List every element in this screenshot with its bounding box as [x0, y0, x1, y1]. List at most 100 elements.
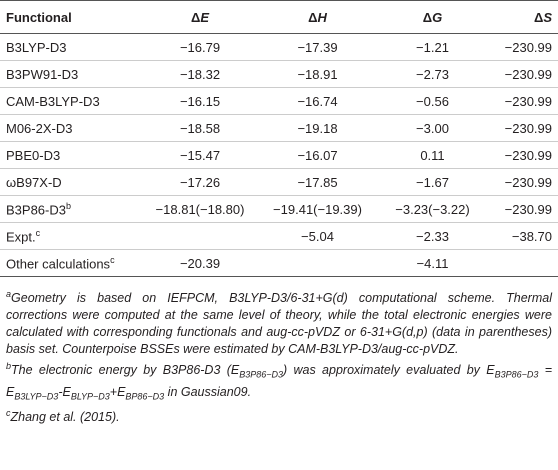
value-cell: −1.67 — [380, 169, 485, 196]
table-body: B3LYP-D3 −16.79 −17.39 −1.21 −230.99 B3PW91-D… — [0, 34, 558, 277]
row-label-text: M06-2X-D3 — [6, 120, 73, 136]
value-cell — [145, 223, 255, 250]
subscript: BP86−D3 — [125, 391, 165, 402]
subscript: BLYP−D3 — [70, 391, 110, 402]
value-cell: −18.81(−18.80) — [145, 196, 255, 223]
header-cell: ΔE — [145, 1, 255, 34]
footnote-marker: c — [35, 227, 41, 238]
table-row: PBE0-D3 −15.47 −16.07 0.11 −230.99 — [0, 142, 558, 169]
footnote-marker: b — [6, 361, 12, 372]
value-cell: −18.32 — [145, 61, 255, 88]
header-row: Functional ΔE ΔH ΔG ΔS — [0, 0, 558, 34]
value-cell: −19.41(−19.39) — [255, 196, 380, 223]
cell-value: −15.47 — [179, 147, 221, 163]
value-cell: −20.39 — [145, 250, 255, 277]
value-cell: −16.79 — [145, 34, 255, 61]
cell-value: −16.15 — [179, 93, 221, 109]
value-cell: −16.07 — [255, 142, 380, 169]
cell-value: −3.23(−3.22) — [395, 201, 470, 217]
table-row: CAM-B3LYP-D3 −16.15 −16.74 −0.56 −230.99 — [0, 88, 558, 115]
table-row: ωB97X-D −17.26 −17.85 −1.67 −230.99 — [0, 169, 558, 196]
row-label: Other calculationsc — [0, 250, 145, 277]
cell-value: −5.04 — [301, 228, 334, 244]
cell-value: −18.91 — [297, 66, 338, 82]
value-cell: −1.21 — [380, 34, 485, 61]
value-cell: −5.04 — [255, 223, 380, 250]
table-header: Functional ΔE ΔH ΔG ΔS — [0, 0, 558, 34]
cell-value: −17.85 — [297, 174, 338, 190]
value-cell: −16.74 — [255, 88, 380, 115]
cell-value: −18.81(−18.80) — [155, 201, 245, 217]
value-cell: −230.99 — [485, 196, 558, 223]
header-cell: ΔG — [380, 1, 485, 34]
cell-value: −20.39 — [179, 255, 221, 271]
value-cell: −15.47 — [145, 142, 255, 169]
table-row: Other calculationsc −20.39 −4.11 — [0, 250, 558, 277]
cell-value: −230.99 — [504, 201, 552, 217]
cell-value: −16.74 — [297, 93, 338, 109]
footnote-text: ) was approximately evaluated by E — [283, 363, 495, 378]
subscript: B3P86−D3 — [239, 369, 284, 380]
row-label-text: CAM-B3LYP-D3 — [6, 93, 100, 109]
header-symbol: Δ — [422, 9, 433, 25]
cell-value: −2.73 — [416, 66, 449, 82]
value-cell: −19.18 — [255, 115, 380, 142]
row-label: B3PW91-D3 — [0, 61, 145, 88]
value-cell: −17.39 — [255, 34, 380, 61]
row-label: CAM-B3LYP-D3 — [0, 88, 145, 115]
cell-value: 0.11 — [420, 147, 445, 163]
row-label: B3LYP-D3 — [0, 34, 145, 61]
cell-value: −230.99 — [504, 147, 552, 163]
table-row: B3LYP-D3 −16.79 −17.39 −1.21 −230.99 — [0, 34, 558, 61]
header-variable: E — [200, 9, 209, 25]
footnote-text: The electronic energy by B3P86-D3 (E — [11, 363, 240, 378]
footnotes: aGeometry is based on IEFPCM, B3LYP-D3/6… — [0, 277, 558, 426]
table-row: M06-2X-D3 −18.58 −19.18 −3.00 −230.99 — [0, 115, 558, 142]
value-cell: 0.11 — [380, 142, 485, 169]
value-cell: −230.99 — [485, 61, 558, 88]
footnote: aGeometry is based on IEFPCM, B3LYP-D3/6… — [6, 286, 552, 358]
value-cell: −230.99 — [485, 142, 558, 169]
header-symbol: Δ — [308, 9, 318, 25]
value-cell: −230.99 — [485, 169, 558, 196]
row-label: B3P86-D3b — [0, 196, 145, 223]
value-cell: −2.33 — [380, 223, 485, 250]
footnote: cZhang et al. (2015). — [6, 405, 552, 426]
footnote-marker: a — [6, 289, 12, 299]
value-cell — [485, 250, 558, 277]
row-label-text: ωB97X-D — [6, 174, 62, 190]
row-label-text: B3P86-D3 — [6, 202, 66, 218]
cell-value: −18.58 — [179, 120, 221, 136]
value-cell: −230.99 — [485, 88, 558, 115]
cell-value: −230.99 — [504, 39, 552, 55]
footnote-text: -E — [58, 384, 71, 399]
value-cell: −3.23(−3.22) — [380, 196, 485, 223]
cell-value: −19.18 — [297, 120, 338, 136]
footnote-text: in Gaussian09. — [164, 384, 252, 399]
row-label-text: B3LYP-D3 — [6, 39, 67, 55]
header-cell: ΔH — [255, 1, 380, 34]
footnote-marker: c — [6, 408, 11, 419]
row-label-text: PBE0-D3 — [6, 147, 61, 163]
value-cell: −2.73 — [380, 61, 485, 88]
value-cell: −3.00 — [380, 115, 485, 142]
cell-value: −1.21 — [416, 39, 449, 55]
row-label-text: Other calculations — [6, 256, 111, 272]
subscript: B3P86−D3 — [494, 369, 539, 380]
cell-value: −18.32 — [179, 66, 221, 82]
header-variable: H — [317, 9, 327, 25]
subscript: B3LYP−D3 — [14, 391, 59, 402]
footnote-text: Geometry is based on IEFPCM, B3LYP-D3/6-… — [6, 291, 552, 357]
header-symbol: Δ — [533, 9, 544, 25]
footnote: bThe electronic energy by B3P86-D3 (EB3P… — [6, 358, 552, 405]
row-label: M06-2X-D3 — [0, 115, 145, 142]
footnote-text: Zhang et al. (2015). — [10, 410, 120, 425]
cell-value: −16.79 — [179, 39, 221, 55]
cell-value: −2.33 — [416, 228, 449, 244]
cell-value: −0.56 — [416, 93, 449, 109]
row-label: PBE0-D3 — [0, 142, 145, 169]
row-label: Expt.c — [0, 223, 145, 250]
cell-value: −38.70 — [511, 228, 552, 244]
row-label: ωB97X-D — [0, 169, 145, 196]
value-cell: −0.56 — [380, 88, 485, 115]
